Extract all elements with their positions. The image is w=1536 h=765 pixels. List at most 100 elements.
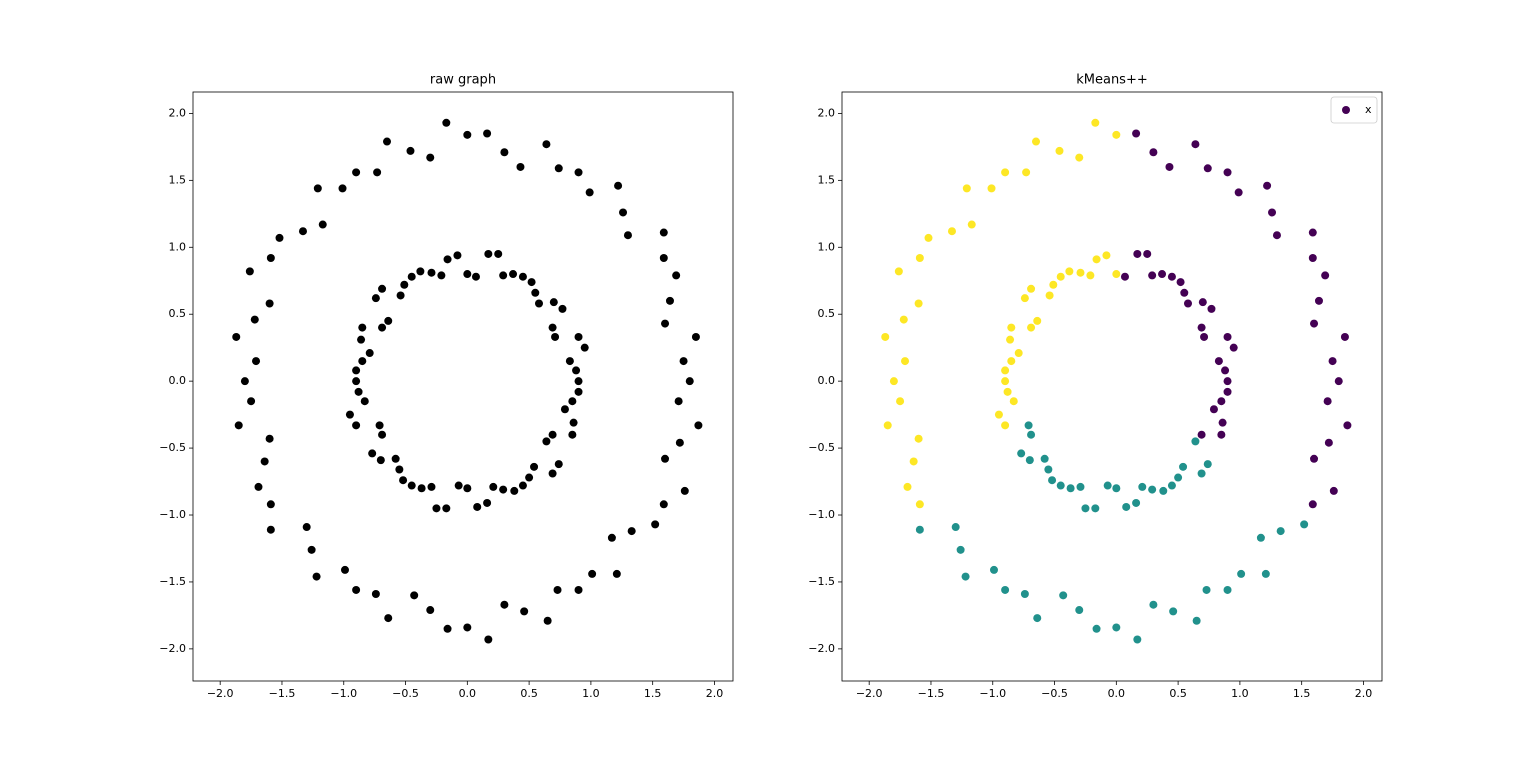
- point: [574, 168, 583, 177]
- point: [574, 585, 583, 594]
- point: [675, 438, 684, 447]
- point: [1143, 249, 1152, 258]
- point: [1176, 278, 1185, 287]
- point: [266, 525, 275, 534]
- y-tick-label: 1.5: [818, 173, 836, 186]
- point: [1033, 614, 1042, 623]
- point: [352, 377, 361, 386]
- point: [453, 251, 462, 260]
- point: [375, 421, 384, 430]
- x-tick-label: 1.0: [582, 687, 600, 700]
- point: [553, 585, 562, 594]
- point: [298, 227, 307, 236]
- point: [1198, 298, 1207, 307]
- y-tick-label: 2.0: [818, 106, 836, 119]
- point: [619, 208, 628, 217]
- point: [1001, 168, 1010, 177]
- point: [1081, 504, 1090, 513]
- y-tick-label: −0.5: [159, 441, 186, 454]
- point: [396, 291, 405, 300]
- point: [903, 482, 912, 491]
- point: [484, 249, 493, 258]
- point: [426, 153, 435, 162]
- point: [1261, 569, 1270, 578]
- x-tick-label: 0.0: [459, 687, 477, 700]
- point: [568, 397, 577, 406]
- point: [614, 181, 623, 190]
- point: [530, 462, 539, 471]
- point: [1138, 482, 1147, 491]
- point: [1197, 323, 1206, 332]
- point: [534, 299, 543, 308]
- legend-box: [1330, 96, 1378, 124]
- point: [399, 476, 408, 485]
- axes-frame: [841, 91, 1383, 682]
- point: [1120, 272, 1129, 281]
- y-tick-label: 0.5: [818, 307, 836, 320]
- point: [345, 410, 354, 419]
- x-tick-label: −1.0: [330, 687, 357, 700]
- point: [1191, 437, 1200, 446]
- point: [554, 460, 563, 469]
- point: [245, 267, 254, 276]
- point: [685, 377, 694, 386]
- point: [1256, 533, 1265, 542]
- point: [1112, 484, 1121, 493]
- point: [338, 184, 347, 193]
- point: [371, 294, 380, 303]
- point: [565, 357, 574, 366]
- y-tick-label: 0.0: [818, 374, 836, 387]
- point: [463, 270, 472, 279]
- point: [443, 624, 452, 633]
- y-tick-label: −1.5: [808, 575, 835, 588]
- point: [378, 430, 387, 439]
- point: [1076, 268, 1085, 277]
- point: [915, 253, 924, 262]
- point: [384, 614, 393, 623]
- x-tick-label: 0.0: [1108, 687, 1126, 700]
- point: [1167, 481, 1176, 490]
- point: [548, 469, 557, 478]
- point: [1014, 349, 1023, 358]
- point: [1024, 421, 1033, 430]
- point: [352, 421, 361, 430]
- point: [1133, 635, 1142, 644]
- point: [442, 118, 451, 127]
- point: [437, 271, 446, 280]
- point: [234, 421, 243, 430]
- point: [1017, 449, 1026, 458]
- x-tick-label: 2.0: [706, 687, 724, 700]
- point: [407, 481, 416, 490]
- y-tick-label: 0.0: [169, 374, 187, 387]
- point: [509, 270, 518, 279]
- point: [1007, 357, 1016, 366]
- point: [1174, 473, 1183, 482]
- point: [252, 357, 261, 366]
- point: [1103, 481, 1112, 490]
- point: [961, 572, 970, 581]
- x-tick-label: 1.5: [644, 687, 662, 700]
- point: [989, 565, 998, 574]
- x-tick-label: 0.5: [520, 687, 538, 700]
- point: [358, 323, 367, 332]
- point: [588, 569, 597, 578]
- point: [542, 437, 551, 446]
- point: [1310, 319, 1319, 328]
- point: [554, 164, 563, 173]
- y-tick-label: −2.0: [159, 642, 186, 655]
- point: [1343, 421, 1352, 430]
- point: [627, 527, 636, 536]
- point: [1020, 294, 1029, 303]
- point: [994, 410, 1003, 419]
- point: [313, 184, 322, 193]
- point: [1180, 288, 1189, 297]
- point: [368, 449, 377, 458]
- x-tick-label: 2.0: [1355, 687, 1373, 700]
- point: [406, 146, 415, 155]
- point: [254, 482, 263, 491]
- point: [1308, 500, 1317, 509]
- y-tick-label: −1.0: [808, 508, 835, 521]
- point: [1112, 130, 1121, 139]
- x-tick-label: −1.5: [269, 687, 296, 700]
- point: [574, 387, 583, 396]
